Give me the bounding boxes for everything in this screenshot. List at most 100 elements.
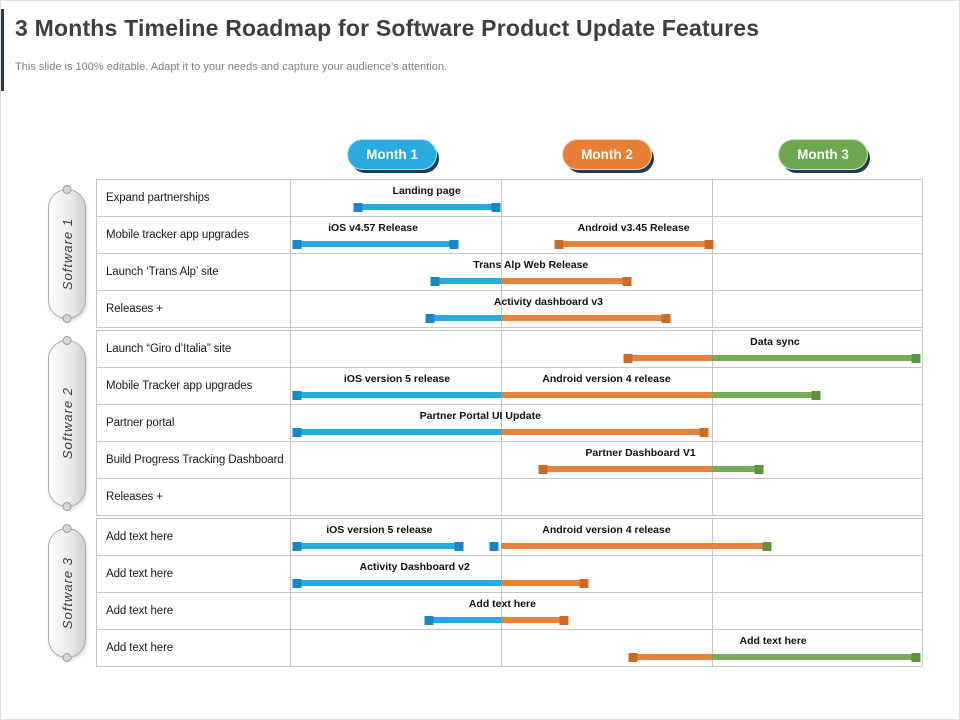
timeline-cell: Partner Portal UI Update: [291, 405, 923, 441]
bar-label: Partner Portal UI Update: [419, 410, 541, 422]
timeline-cell: Trans Alp Web Release: [291, 254, 923, 290]
task-label: Build Progress Tracking Dashboard: [96, 442, 291, 478]
task-label: Add text here: [96, 519, 291, 555]
bar-endpoint-marker: [661, 313, 671, 323]
capsule-label: Software 2: [59, 387, 75, 460]
bar-label: Trans Alp Web Release: [473, 259, 589, 271]
task-label: Releases +: [96, 291, 291, 327]
roadmap-board: Software 1 Expand partnerships Landing pag…: [48, 179, 923, 667]
timeline-bar-segment: [355, 204, 498, 210]
timeline-bar-segment: [501, 543, 766, 549]
timeline-bar-segment: [501, 278, 629, 284]
timeline-bar-segment: [711, 392, 818, 398]
bar-label: Activity dashboard v3: [493, 296, 603, 308]
software-capsule-3: Software 3: [48, 524, 86, 662]
timeline-cell: Add text here: [291, 593, 923, 629]
capsule-connector-dot: [62, 336, 72, 345]
bar-endpoint-marker: [704, 239, 714, 249]
roadmap-row: Releases +: [96, 479, 923, 516]
roadmap-row: Partner portal Partner Portal UI Update: [96, 405, 923, 442]
timeline-bar-segment: [501, 392, 712, 398]
bar-label: Landing page: [392, 185, 461, 197]
task-label: Expand partnerships: [96, 180, 291, 216]
software-capsule-1: Software 1: [48, 185, 86, 323]
bar-endpoint-marker: [489, 541, 499, 551]
timeline-cell: [291, 479, 923, 515]
timeline-cell: Landing page: [291, 180, 923, 216]
group-1: Software 1 Expand partnerships Landing pag…: [48, 179, 923, 328]
month-2-label: Month 2: [581, 147, 633, 162]
capsule-connector-dot: [62, 524, 72, 533]
bar-label: iOS v4.57 Release: [328, 222, 418, 234]
bar-endpoint-marker: [424, 615, 434, 625]
month-1-label: Month 1: [366, 147, 418, 162]
task-label: Add text here: [96, 556, 291, 592]
bar-label: Android v3.45 Release: [577, 222, 690, 234]
timeline-bar-segment: [711, 355, 919, 361]
bar-endpoint-marker: [454, 541, 464, 551]
timeline-cell: Activity Dashboard v2: [291, 556, 923, 592]
month-3-pill: Month 3: [778, 139, 868, 170]
roadmap-row: Add text here iOS version 5 release Androi…: [96, 519, 923, 556]
month-3-label: Month 3: [797, 147, 849, 162]
page-subtitle: This slide is 100% editable. Adapt it to…: [15, 61, 447, 73]
timeline-cell: Add text here: [291, 630, 923, 666]
bar-label: Add text here: [468, 598, 536, 610]
roadmap-row: Build Progress Tracking Dashboard Partner…: [96, 442, 923, 479]
task-label: Add text here: [96, 593, 291, 629]
bar-endpoint-marker: [559, 615, 569, 625]
bar-label: Activity Dashboard v2: [359, 561, 470, 573]
capsule-connector-dot: [62, 653, 72, 662]
task-label: Releases +: [96, 479, 291, 515]
task-label: Add text here: [96, 630, 291, 666]
group-2: Software 2 Launch “Giro d’Italia” site Dat…: [48, 330, 923, 516]
capsule-connector-dot: [62, 185, 72, 194]
bar-endpoint-marker: [754, 464, 764, 474]
bar-endpoint-marker: [911, 353, 921, 363]
timeline-bar-segment: [432, 278, 502, 284]
bar-endpoint-marker: [579, 578, 589, 588]
timeline-bar-segment: [501, 429, 706, 435]
capsule-connector-dot: [62, 502, 72, 511]
bar-label: Data sync: [750, 336, 800, 348]
month-1-pill: Month 1: [347, 139, 437, 170]
capsule-label: Software 3: [59, 556, 75, 630]
timeline-bar-segment: [711, 654, 919, 660]
timeline-cell: iOS version 5 release Android version 4 r…: [291, 519, 923, 555]
month-2-pill: Month 2: [562, 139, 652, 170]
capsule-label: Software 1: [59, 217, 75, 291]
roadmap-row: Add text here Activity Dashboard v2: [96, 556, 923, 593]
roadmap-row: Expand partnerships Landing page: [96, 180, 923, 217]
bar-endpoint-marker: [430, 276, 440, 286]
timeline-bar-segment: [540, 466, 712, 472]
bar-endpoint-marker: [623, 353, 633, 363]
task-label: Mobile Tracker app upgrades: [96, 368, 291, 404]
roadmap-row: Add text here Add text here: [96, 593, 923, 630]
bar-endpoint-marker: [292, 427, 302, 437]
bar-label: Add text here: [739, 635, 807, 647]
task-label: Mobile tracker app upgrades: [96, 217, 291, 253]
timeline-cell: Data sync: [291, 331, 923, 367]
bar-endpoint-marker: [491, 202, 501, 212]
bar-endpoint-marker: [292, 390, 302, 400]
bar-label: Android version 4 release: [542, 373, 671, 385]
bar-endpoint-marker: [762, 541, 772, 551]
timeline-cell: Partner Dashboard V1: [291, 442, 923, 478]
timeline-bar-segment: [428, 315, 502, 321]
task-label: Partner portal: [96, 405, 291, 441]
page-title: 3 Months Timeline Roadmap for Software P…: [15, 15, 760, 41]
bar-label: Partner Dashboard V1: [585, 447, 696, 459]
bar-endpoint-marker: [292, 239, 302, 249]
timeline-bar-segment: [625, 355, 712, 361]
bar-endpoint-marker: [425, 313, 435, 323]
software-capsule-2: Software 2: [48, 336, 86, 511]
roadmap-row: Add text here Add text here: [96, 630, 923, 667]
timeline-bar-segment: [555, 241, 713, 247]
capsule-connector-dot: [62, 314, 72, 323]
bar-endpoint-marker: [622, 276, 632, 286]
roadmap-row: Launch “Giro d’Italia” site Data sync: [96, 331, 923, 368]
timeline-bar-segment: [292, 580, 502, 586]
bar-endpoint-marker: [554, 239, 564, 249]
timeline-cell: Activity dashboard v3: [291, 291, 923, 327]
timeline-cell: iOS v4.57 Release Android v3.45 Release: [291, 217, 923, 253]
